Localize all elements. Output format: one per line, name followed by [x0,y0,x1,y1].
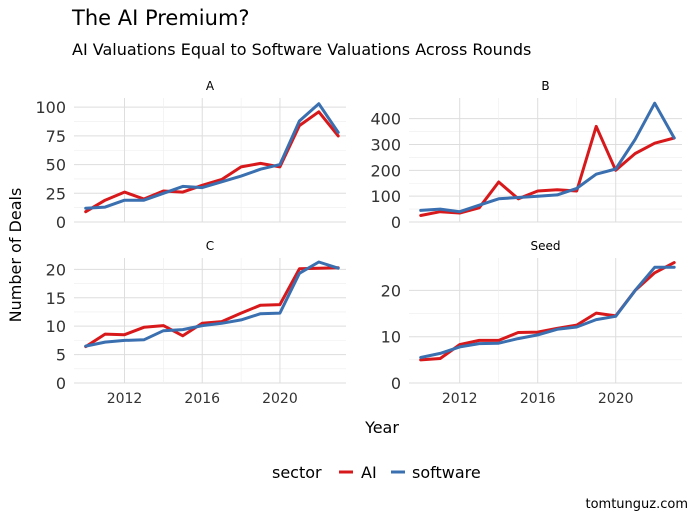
x-tick-label-c: 2016 [184,391,220,407]
x-tick-label-seed: 2020 [598,391,634,407]
y-tick-label-c: 5 [56,346,66,365]
y-tick-label-b: 200 [370,161,401,180]
x-tick-label-seed: 2012 [442,391,478,407]
y-tick-label-a: 50 [46,156,66,175]
y-tick-label-seed: 10 [381,328,401,347]
series-line-software-seed [419,265,676,359]
facet-label-seed: Seed [531,239,561,253]
y-tick-label-b: 100 [370,187,401,206]
y-tick-label-c: 10 [46,317,66,336]
y-tick-label-seed: 0 [391,374,401,393]
chart-title: The AI Premium? [72,6,250,30]
series-line-ai-seed [419,261,676,362]
y-tick-label-a: 100 [35,98,66,117]
y-axis-label: Number of Deals [6,188,25,323]
legend-label-software: software [412,463,481,482]
series-line-software-b [419,101,676,214]
legend-title: sector [272,463,322,482]
y-tick-label-a: 75 [46,127,66,146]
chart-subtitle: AI Valuations Equal to Software Valuatio… [72,40,532,59]
y-tick-label-c: 20 [46,260,66,279]
y-tick-label-seed: 20 [381,281,401,300]
x-tick-label-c: 2020 [262,391,298,407]
series-line-ai-c [84,266,340,349]
y-tick-label-a: 25 [46,184,66,203]
y-tick-label-c: 0 [56,374,66,393]
facet-label-c: C [206,239,214,253]
y-tick-label-b: 300 [370,136,401,155]
series-line-ai-a [84,110,340,214]
facet-label-b: B [541,79,549,93]
series-line-software-c [84,260,340,348]
y-tick-label-b: 400 [370,110,401,129]
legend: sector AI software [272,463,481,482]
source-credit: tomtunguz.com [585,497,688,512]
y-tick-label-c: 15 [46,289,66,308]
legend-label-ai: AI [361,463,377,482]
facet-label-a: A [206,79,215,93]
series-line-software-a [84,102,340,210]
y-tick-label-a: 0 [56,213,66,232]
x-tick-label-c: 2012 [107,391,143,407]
x-axis-label: Year [364,418,399,437]
y-tick-label-b: 0 [391,213,401,232]
x-tick-label-seed: 2016 [520,391,556,407]
